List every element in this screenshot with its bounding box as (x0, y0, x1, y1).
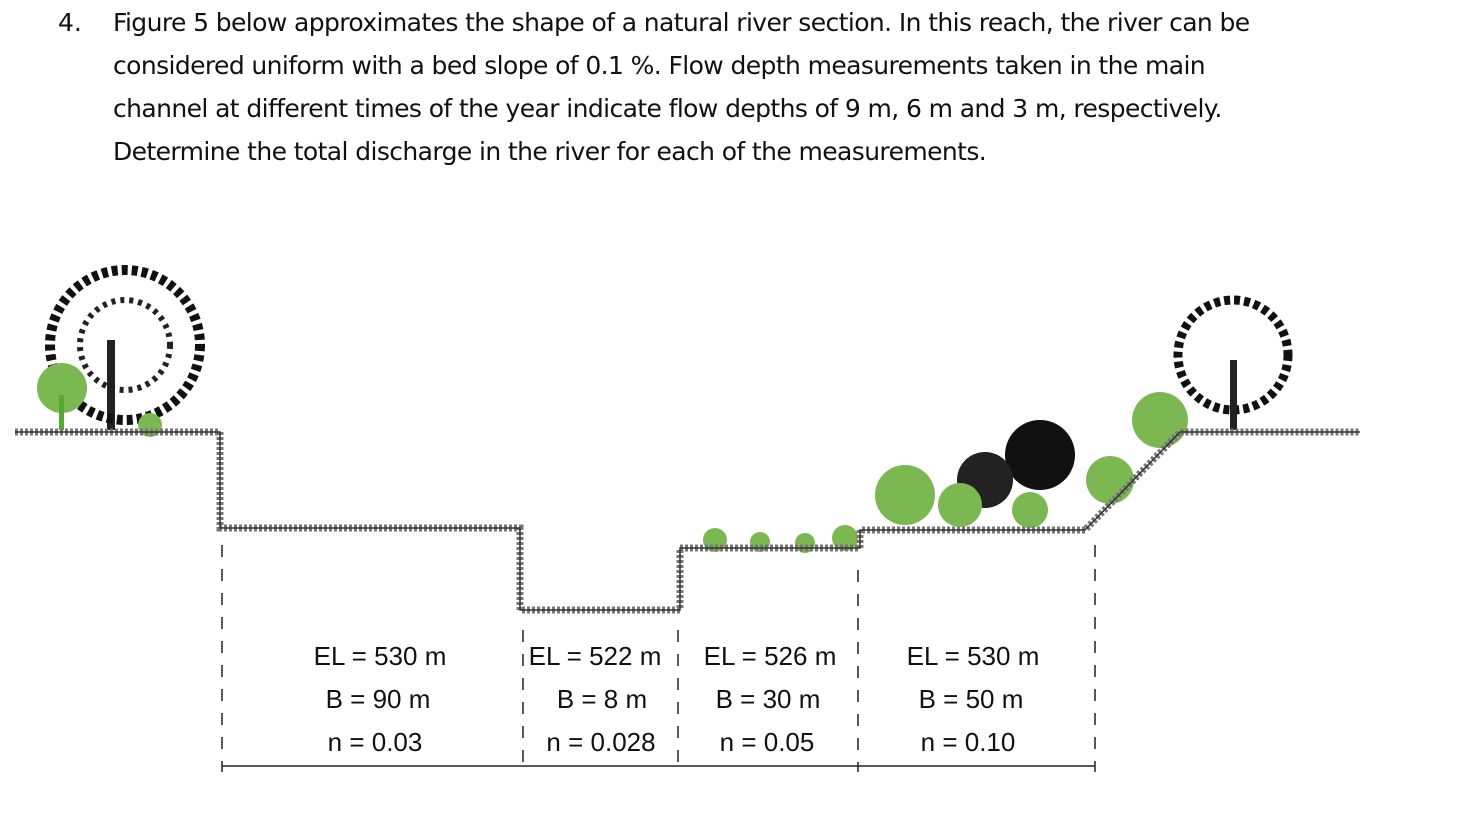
ground-outline (15, 431, 1360, 611)
elevation-label: EL = 526 m (704, 641, 837, 671)
question-text: Figure 5 below approximates the shape of… (113, 8, 1250, 37)
ground-profile (15, 428, 1360, 614)
question-number: 4. (58, 8, 82, 37)
question-text: channel at different times of the year i… (113, 94, 1222, 123)
elevation-label: EL = 522 m (529, 641, 662, 671)
roughness-label: n = 0.03 (328, 727, 423, 757)
elevation-label: EL = 530 m (314, 641, 447, 671)
width-label: B = 50 m (919, 684, 1024, 714)
roughness-label: n = 0.10 (921, 727, 1016, 757)
question-text: Determine the total discharge in the riv… (113, 137, 987, 166)
elevation-label: EL = 530 m (907, 641, 1040, 671)
trees (37, 265, 1293, 553)
width-label: B = 8 m (557, 684, 647, 714)
section-dividers (221, 545, 1096, 772)
width-label: B = 90 m (326, 684, 431, 714)
question-text: considered uniform with a bed slope of 0… (113, 51, 1206, 80)
width-label: B = 30 m (716, 684, 821, 714)
roughness-label: n = 0.028 (546, 727, 655, 757)
roughness-label: n = 0.05 (720, 727, 815, 757)
